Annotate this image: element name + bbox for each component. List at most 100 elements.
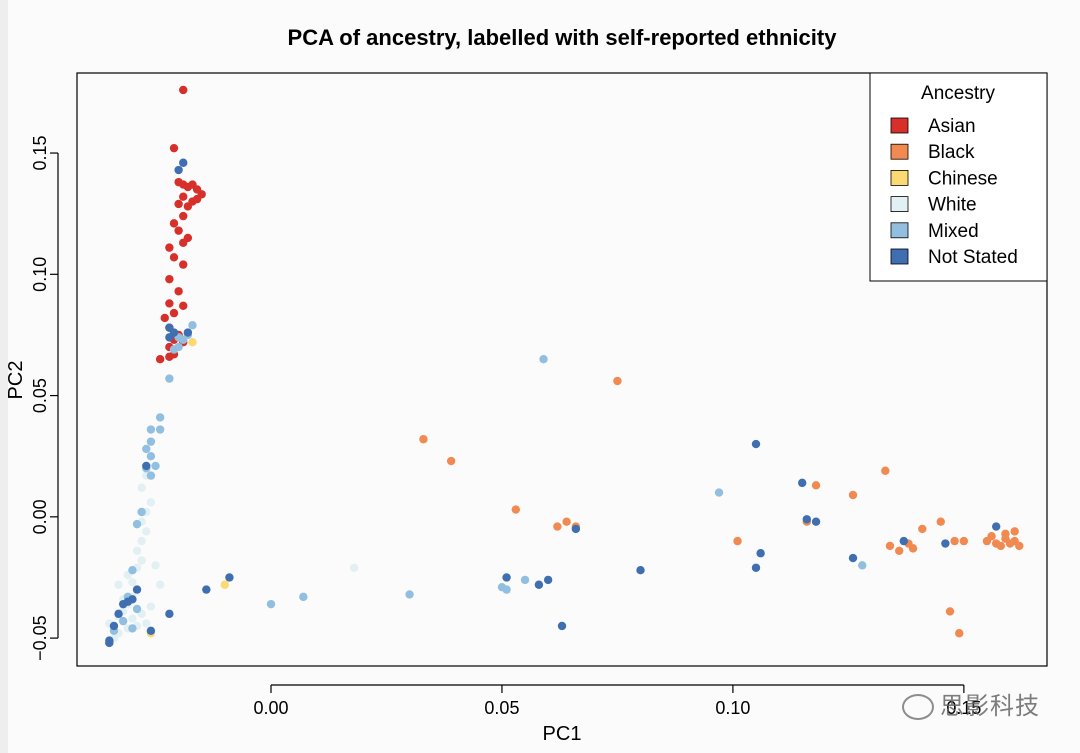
- point-asian: [174, 226, 183, 235]
- point-black: [885, 541, 895, 551]
- point-not-stated: [534, 580, 544, 589]
- point-mixed: [502, 585, 511, 594]
- point-not-stated: [165, 333, 174, 342]
- point-not-stated: [132, 585, 142, 594]
- point-black: [733, 536, 742, 546]
- point-white: [137, 556, 146, 565]
- legend-label-black: Black: [928, 142, 975, 163]
- point-not-stated: [179, 158, 188, 167]
- point-not-stated: [751, 439, 761, 449]
- point-white: [146, 498, 156, 507]
- legend-title: Ancestry: [921, 83, 995, 104]
- point-black: [811, 481, 821, 490]
- point-not-stated: [105, 638, 114, 648]
- point-asian: [179, 301, 188, 311]
- legend-swatch-chinese: [890, 169, 909, 186]
- point-black: [446, 456, 456, 466]
- point-mixed: [155, 425, 165, 434]
- point-white: [155, 580, 165, 589]
- point-not-stated: [502, 573, 511, 582]
- watermark-text: 思影科技: [940, 692, 1040, 720]
- point-not-stated: [802, 515, 812, 524]
- x-tick-label: 0.10: [715, 698, 750, 718]
- point-not-stated: [636, 565, 645, 575]
- point-chinese: [220, 580, 230, 589]
- point-not-stated: [165, 609, 174, 619]
- point-mixed: [146, 471, 156, 480]
- point-black: [562, 517, 571, 526]
- point-mixed: [266, 599, 276, 609]
- point-white: [137, 536, 146, 546]
- point-not-stated: [848, 553, 858, 563]
- point-asian: [165, 299, 174, 308]
- point-mixed: [132, 519, 142, 529]
- point-not-stated: [941, 539, 950, 548]
- point-mixed: [146, 452, 156, 461]
- y-tick-label: 0.05: [30, 378, 50, 413]
- point-mixed: [128, 624, 137, 633]
- point-asian: [169, 143, 179, 153]
- legend-swatch-white: [890, 196, 909, 213]
- point-black: [959, 536, 969, 546]
- point-asian: [179, 85, 188, 95]
- series-not-stated: [105, 158, 1001, 648]
- point-not-stated: [142, 461, 151, 471]
- point-asian: [179, 260, 188, 269]
- point-black: [945, 607, 955, 616]
- point-mixed: [520, 575, 530, 585]
- point-black: [908, 544, 918, 553]
- point-mixed: [155, 413, 165, 422]
- point-black: [918, 524, 927, 534]
- series-white: [105, 471, 359, 643]
- legend: Ancestry Asian Black Chinese White Mixed Not …: [869, 72, 1048, 282]
- point-not-stated: [174, 165, 183, 175]
- point-black: [996, 541, 1006, 551]
- legend-swatch-not-stated: [890, 248, 909, 265]
- point-black: [1010, 527, 1019, 536]
- point-asian: [169, 308, 179, 318]
- point-black: [553, 522, 562, 531]
- point-not-stated: [114, 609, 123, 619]
- x-tick-label: 0.15: [946, 698, 981, 718]
- point-not-stated: [756, 549, 765, 558]
- point-asian: [179, 192, 188, 201]
- point-not-stated: [811, 517, 821, 526]
- point-white: [349, 563, 359, 572]
- point-asian: [192, 194, 202, 204]
- legend-items: Asian Black Chinese White Mixed Not Stated: [890, 116, 1018, 268]
- point-mixed: [714, 488, 724, 497]
- point-not-stated: [557, 621, 567, 631]
- series-black: [419, 376, 1024, 638]
- point-white: [128, 578, 137, 587]
- point-not-stated: [899, 536, 909, 546]
- point-mixed: [142, 444, 151, 454]
- legend-label-asian: Asian: [928, 116, 976, 137]
- y-axis-label: PC2: [5, 361, 27, 400]
- legend-label-white: White: [928, 195, 977, 216]
- point-black: [1001, 529, 1010, 539]
- point-black: [936, 517, 945, 526]
- y-tick-label: −0.05: [30, 615, 50, 661]
- point-mixed: [188, 321, 197, 330]
- point-asian: [160, 313, 169, 323]
- point-mixed: [146, 425, 156, 434]
- point-black: [848, 490, 858, 500]
- page-edge: [0, 0, 8, 753]
- point-mixed: [405, 590, 414, 599]
- y-tick-label: 0.15: [30, 136, 50, 171]
- point-mixed: [132, 604, 142, 614]
- x-tick-label: 0.00: [253, 698, 288, 718]
- point-mixed: [174, 342, 183, 352]
- point-not-stated: [571, 524, 581, 534]
- wechat-icon: [902, 694, 934, 720]
- legend-swatch-black: [890, 143, 909, 160]
- point-not-stated: [183, 328, 193, 337]
- point-not-stated: [543, 575, 553, 585]
- data-points: [105, 85, 1024, 648]
- legend-label-chinese: Chinese: [928, 168, 998, 189]
- axes: 0.00 0.05 0.10 0.15 −0.05 0.00 0.05 0.10 0.15: [30, 136, 981, 718]
- series-chinese: [146, 338, 230, 638]
- y-tick-label: 0.00: [30, 499, 50, 534]
- point-black: [1015, 541, 1024, 551]
